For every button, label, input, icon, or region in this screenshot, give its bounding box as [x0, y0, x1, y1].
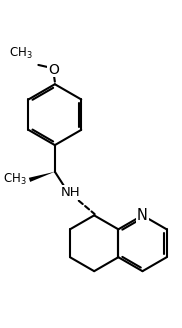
Text: O: O: [48, 63, 59, 76]
Text: NH: NH: [60, 186, 80, 199]
Text: CH$_3$: CH$_3$: [9, 46, 33, 61]
Text: N: N: [137, 208, 148, 223]
Text: CH$_3$: CH$_3$: [3, 172, 27, 187]
Polygon shape: [29, 172, 55, 182]
